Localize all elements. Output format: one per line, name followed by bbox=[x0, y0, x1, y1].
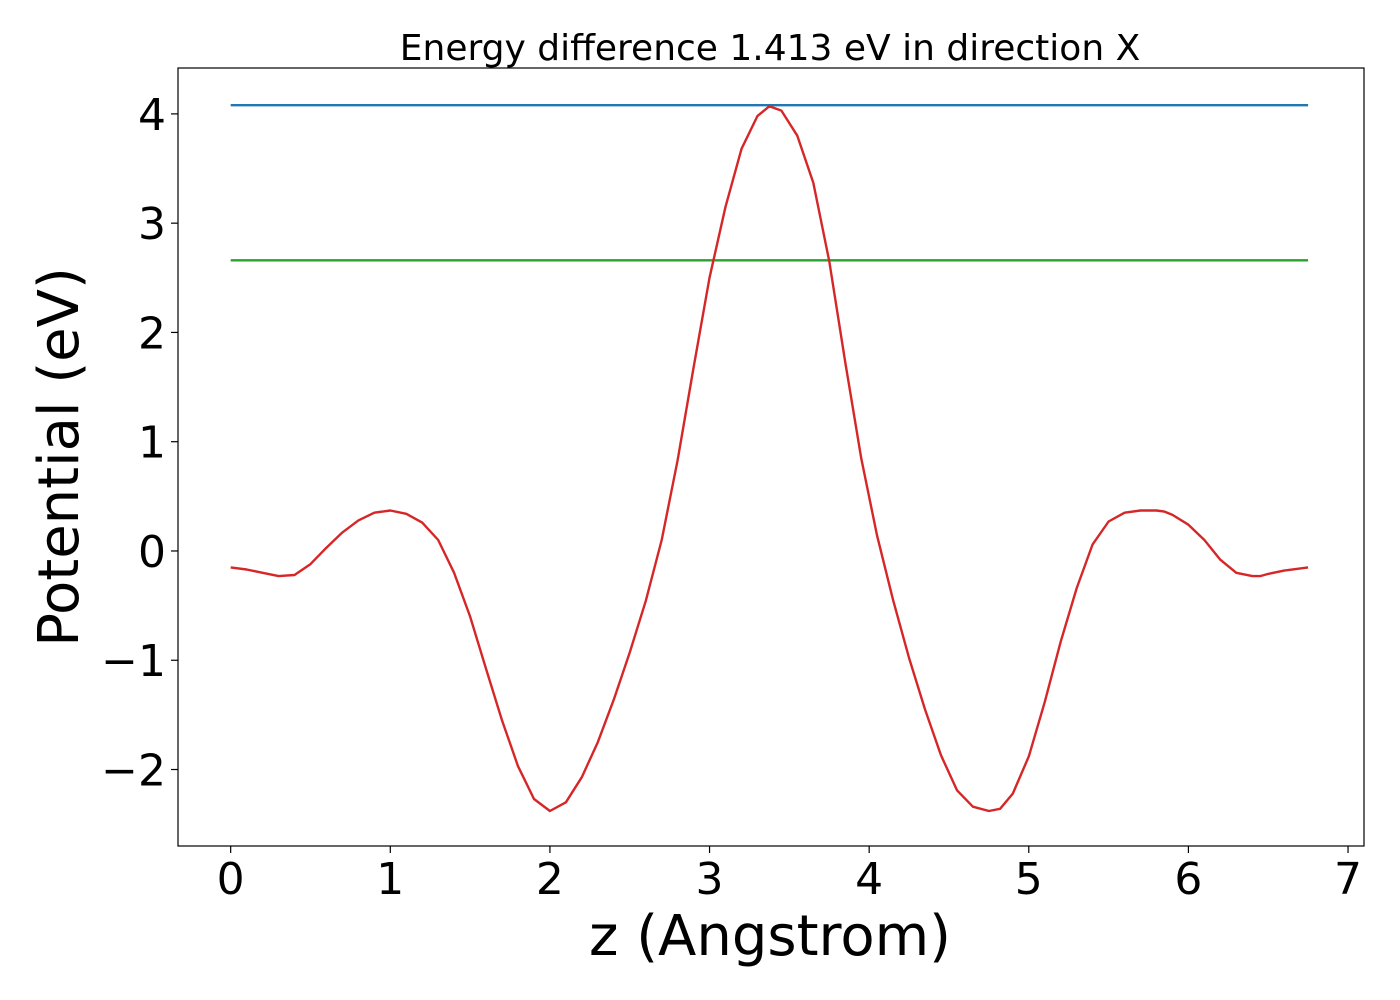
x-tick-label: 5 bbox=[1015, 854, 1043, 905]
series-line-3 bbox=[230, 104, 1309, 813]
y-tick-label: −1 bbox=[101, 636, 166, 687]
x-tick-label: 6 bbox=[1174, 854, 1202, 905]
y-tick-label: 0 bbox=[138, 527, 166, 578]
x-tick-label: 2 bbox=[536, 854, 564, 905]
y-axis-ticks: −2 −1 0 1 2 3 4 bbox=[101, 90, 178, 797]
x-axis-label: z (Angstrom) bbox=[589, 904, 951, 969]
series-layer bbox=[230, 103, 1309, 813]
y-tick-label: 2 bbox=[138, 308, 166, 359]
y-tick-label: 4 bbox=[138, 90, 166, 141]
chart-title: Energy difference 1.413 eV in direction … bbox=[400, 28, 1141, 69]
x-tick-label: 1 bbox=[376, 854, 404, 905]
x-tick-label: 7 bbox=[1334, 854, 1362, 905]
x-tick-label: 3 bbox=[696, 854, 724, 905]
y-tick-label: 1 bbox=[138, 418, 166, 469]
x-tick-label: 4 bbox=[855, 854, 883, 905]
y-axis-label: Potential (eV) bbox=[27, 267, 92, 647]
y-tick-label: 3 bbox=[138, 199, 166, 250]
y-tick-label: −2 bbox=[101, 746, 166, 797]
x-tick-label: 0 bbox=[217, 854, 245, 905]
plot-frame bbox=[177, 67, 1365, 847]
x-axis-ticks: 0 1 2 3 4 5 6 7 bbox=[217, 846, 1362, 905]
